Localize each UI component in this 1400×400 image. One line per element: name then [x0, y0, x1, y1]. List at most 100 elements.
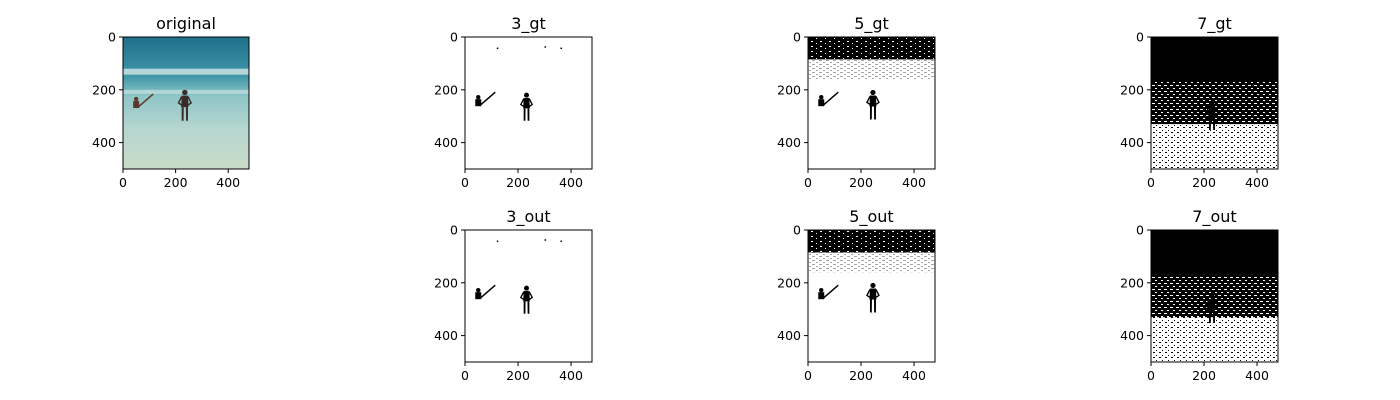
y-tick-label: 200	[434, 275, 458, 290]
panel-title: original	[156, 14, 216, 33]
panel-gt5: 5_gt 0 200 400 0 200 400	[777, 14, 936, 190]
panel-out5: 5_out 0 200 400 0 200 400	[777, 207, 936, 383]
person-head	[1209, 100, 1215, 106]
axes-frame	[807, 229, 936, 363]
y-tick-label: 200	[92, 82, 116, 97]
x-tick-label: 400	[1245, 368, 1269, 383]
person-arms	[1205, 299, 1219, 309]
x-tick-label: 400	[1245, 175, 1269, 190]
person-arms	[519, 291, 534, 301]
mask-surf-region	[808, 252, 935, 273]
child-stick	[137, 93, 154, 108]
y-tick-label: 400	[1120, 135, 1144, 150]
panel-title: 3_gt	[511, 14, 546, 34]
person-head	[182, 89, 188, 96]
x-tick-label: 200	[849, 175, 873, 190]
panel-title: 3_out	[506, 207, 550, 227]
person-arms	[1205, 106, 1219, 116]
panel-image	[123, 37, 249, 169]
panel-image	[465, 230, 592, 362]
child-body	[818, 99, 825, 107]
person-head	[870, 282, 876, 289]
x-tick-label: 0	[1147, 368, 1155, 383]
person-legs	[181, 107, 188, 121]
person-legs	[523, 108, 530, 121]
x-tick-label: 200	[1192, 368, 1216, 383]
x-tick-label: 0	[804, 368, 812, 383]
child-head	[819, 287, 824, 293]
person-torso	[1208, 299, 1216, 310]
y-tick-label: 0	[450, 223, 458, 238]
y-tick-label: 200	[1120, 275, 1144, 290]
x-tick-label: 400	[902, 175, 926, 190]
panel-gt7: 7_gt 0 200 400 0 200 400	[1120, 14, 1279, 190]
mask-speck	[544, 46, 547, 48]
mask-sea-region	[808, 37, 935, 60]
axes-frame	[464, 229, 593, 363]
photo-wave	[123, 68, 249, 75]
x-tick-label: 0	[804, 175, 812, 190]
x-tick-label: 400	[559, 175, 583, 190]
x-tick-label: 200	[1192, 175, 1216, 190]
y-tick-label: 0	[1136, 223, 1144, 238]
x-tick-label: 400	[559, 368, 583, 383]
person-legs	[523, 301, 530, 314]
person-arms	[866, 96, 880, 106]
y-tick-label: 200	[1120, 82, 1144, 97]
panel-title: 5_out	[849, 207, 893, 227]
child-stick	[479, 91, 496, 106]
y-tick-label: 400	[434, 328, 458, 343]
x-tick-label: 200	[506, 368, 530, 383]
child-body	[475, 292, 482, 300]
child-stick	[822, 91, 839, 106]
child-body	[818, 292, 825, 300]
person-arms	[519, 98, 534, 108]
child-head	[476, 94, 481, 100]
child-stick	[479, 284, 496, 299]
x-tick-label: 200	[849, 368, 873, 383]
axes-frame	[1150, 36, 1279, 170]
x-tick-label: 200	[506, 175, 530, 190]
person-arms	[177, 96, 193, 106]
person-torso	[1208, 106, 1216, 117]
x-tick-label: 400	[216, 175, 240, 190]
y-tick-label: 0	[793, 223, 801, 238]
mask-sand-region	[1151, 124, 1278, 169]
axes-frame	[464, 36, 593, 170]
panel-gt3: 3_gt 0 200 400 0 200 400	[434, 14, 593, 190]
person-head	[524, 285, 529, 291]
panel-image	[1151, 230, 1278, 362]
panel-image	[808, 230, 935, 362]
panel-title: 7_out	[1192, 207, 1236, 227]
y-tick-label: 400	[92, 135, 116, 150]
mask-speck	[560, 240, 562, 243]
y-tick-label: 0	[793, 30, 801, 45]
axes-frame	[122, 36, 250, 170]
panel-out3: 3_out 0 200 400 0 200 400	[434, 207, 593, 383]
panel-image	[1151, 37, 1278, 169]
person-torso	[181, 95, 189, 108]
x-tick-label: 0	[119, 175, 127, 190]
panel-title: 5_gt	[854, 14, 889, 34]
x-tick-label: 0	[461, 368, 469, 383]
mask-speck	[560, 47, 562, 50]
person-arms	[866, 289, 880, 299]
person-legs	[869, 299, 876, 313]
person-legs	[869, 106, 876, 120]
x-tick-label: 400	[902, 368, 926, 383]
axes-frame	[807, 36, 936, 170]
x-tick-label: 0	[461, 175, 469, 190]
y-tick-label: 400	[777, 328, 801, 343]
panel-image	[465, 37, 592, 169]
person-head	[1209, 293, 1215, 299]
panel-title: 7_gt	[1197, 14, 1232, 34]
mask-sea-region	[808, 230, 935, 253]
child-body	[133, 101, 140, 109]
child-head	[819, 94, 824, 100]
y-tick-label: 200	[777, 275, 801, 290]
person-torso	[869, 95, 877, 107]
axes-frame	[1150, 229, 1279, 363]
child-head	[133, 96, 139, 102]
x-tick-label: 0	[1147, 175, 1155, 190]
